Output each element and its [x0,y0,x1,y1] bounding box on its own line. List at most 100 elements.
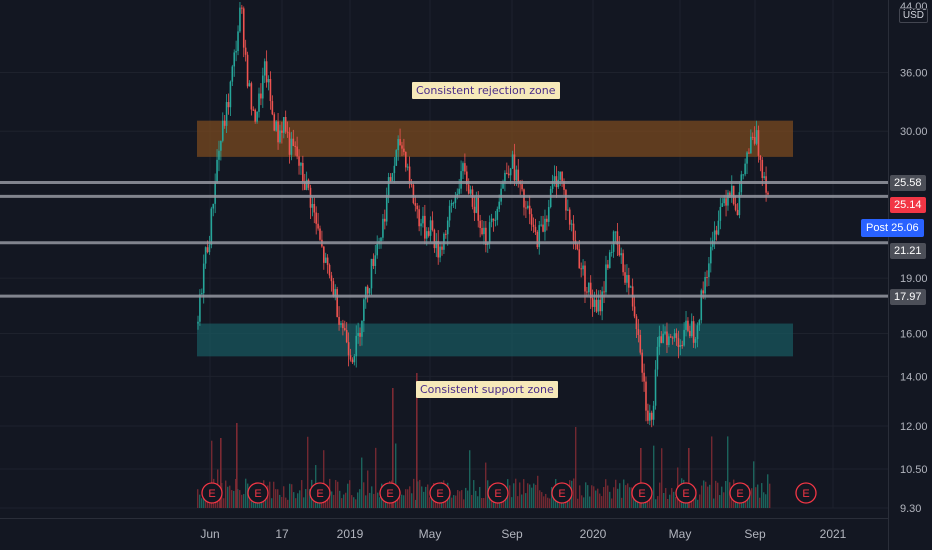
candle-body [708,263,710,278]
currency-label[interactable]: USD [898,8,928,23]
candle-body [633,306,636,317]
candle-body [656,346,659,370]
earnings-marker[interactable]: E [551,482,573,504]
candle-body [342,323,344,329]
volume-bar [713,498,715,508]
volume-bar [343,494,345,508]
y-tick-label: 44.00 [900,1,928,13]
candle-body [202,263,205,294]
volume-bar [245,478,247,508]
candle-body [399,139,401,146]
volume-bar [475,490,477,508]
volume-bar [409,486,411,508]
volume-bar [721,486,723,508]
candle-body [746,152,748,164]
earnings-marker[interactable]: E [729,482,751,504]
candle-body [311,203,314,208]
volume-bar [699,494,701,508]
candle-body [565,189,567,211]
candle-body [669,336,672,338]
candle-body [235,51,237,53]
candle-body [626,275,628,283]
earnings-marker-label: E [494,488,501,500]
earnings-marker[interactable]: E [487,482,509,504]
candle-body [223,120,226,126]
volume-bar [727,436,729,508]
volume-bar [659,482,661,508]
volume-bar [293,492,295,508]
candle-body [666,331,668,345]
earnings-marker[interactable]: E [675,482,697,504]
earnings-marker[interactable]: E [379,482,401,504]
candle-body [233,52,236,67]
candle-body [324,257,327,263]
candle-body [382,218,384,238]
candle-body [197,321,199,324]
volume-bar [640,448,642,508]
candle-body [559,171,562,180]
volume-bar [299,490,301,508]
y-tick-label: 14.00 [900,371,928,383]
earnings-marker[interactable]: E [631,482,653,504]
candle-body [237,31,239,52]
earnings-marker[interactable]: E [429,482,451,504]
candle-body [473,206,476,213]
candle-body [614,231,617,233]
candle-body [624,272,626,283]
candle-body [649,412,651,421]
volume-bar [287,499,289,508]
candle-body [406,166,409,168]
volume-bar [225,480,227,508]
volume-bar [481,497,483,508]
volume-bar [603,486,605,508]
candle-body [366,286,369,294]
candle-body [549,188,552,208]
candle-body [323,246,325,263]
volume-bar [675,496,677,508]
earnings-marker[interactable]: E [795,482,817,504]
volume-bar [435,498,437,508]
volume-bar [367,470,369,508]
candle-body [507,173,510,176]
volume-bar [349,480,351,508]
candle-body [254,109,256,122]
candle-body [294,145,297,147]
earnings-marker[interactable]: E [201,482,223,504]
volume-bar [399,496,401,508]
volume-bar [655,499,657,508]
candle-body [471,189,474,207]
candle-body [279,130,281,143]
volume-bar [607,485,609,508]
x-tick-label: Sep [744,527,766,541]
volume-bar [413,478,415,508]
candle-body [429,220,432,236]
candle-body [687,320,689,331]
candle-body [433,229,436,249]
volume-bar [333,494,335,508]
candle-body [372,258,375,266]
volume-bar [469,450,471,508]
y-tick-label: 10.50 [900,464,928,476]
earnings-marker[interactable]: E [247,482,269,504]
volume-bar [283,486,285,508]
candle-body [439,246,441,258]
candle-body [738,192,741,216]
volume-bar [719,495,721,508]
earnings-marker[interactable]: E [309,482,331,504]
earnings-marker-label: E [682,488,689,500]
volume-bar [595,490,597,508]
volume-bar [531,487,533,508]
candle-body [506,172,508,174]
candle-body [616,231,619,245]
candle-body [568,209,571,225]
candle-body [765,176,767,193]
support-zone-label: Consistent support zone [416,381,558,398]
volume-bar [269,481,271,508]
candle-body [246,54,249,87]
volume-bar [461,490,463,508]
candle-body [679,344,682,347]
candle-body [496,208,499,220]
candle-body [218,150,220,160]
volume-bar [615,479,617,508]
candle-body [313,203,316,213]
